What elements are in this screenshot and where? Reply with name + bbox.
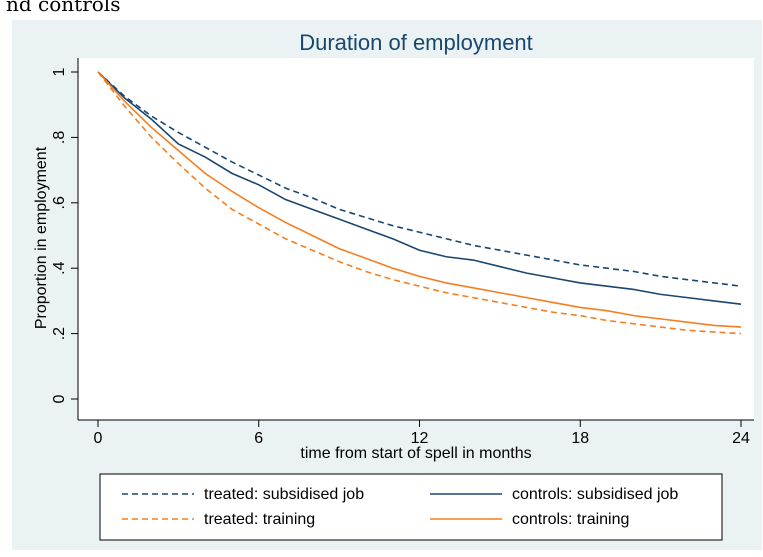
y-tick-label: 0 (51, 394, 68, 403)
series-line-0 (97, 71, 742, 287)
y-tick-label: .6 (51, 196, 68, 209)
series-line-1 (97, 71, 742, 305)
y-tick-label: .2 (51, 327, 68, 340)
legend-label: controls: training (512, 511, 629, 528)
x-ticks: 0 6 12 18 24 (94, 420, 750, 447)
header-fragment: nd controls (6, 0, 121, 16)
x-tick-label: 12 (411, 430, 429, 447)
plot-area (78, 58, 754, 420)
y-ticks: 0 .2 .4 .6 .8 1 (51, 67, 78, 403)
legend-label: treated: training (204, 511, 315, 528)
x-tick-label: 24 (732, 430, 750, 447)
series-line-3 (97, 71, 742, 328)
chart-title: Duration of employment (299, 30, 533, 55)
y-axis-label: Proportion in employment (33, 146, 50, 329)
x-axis-label: time from start of spell in months (300, 445, 531, 462)
legend-box (99, 473, 723, 541)
series-line-2 (97, 71, 742, 335)
series-group (97, 71, 742, 335)
y-tick-label: .4 (51, 261, 68, 274)
y-tick-label: 1 (51, 67, 68, 76)
legend-label: treated: subsidised job (204, 486, 364, 503)
x-tick-label: 0 (94, 430, 103, 447)
x-tick-label: 6 (254, 430, 263, 447)
x-tick-label: 18 (571, 430, 589, 447)
legend: treated: subsidised job controls: subsidi… (99, 473, 723, 541)
legend-label: controls: subsidised job (512, 486, 678, 503)
y-tick-label: .8 (51, 131, 68, 144)
